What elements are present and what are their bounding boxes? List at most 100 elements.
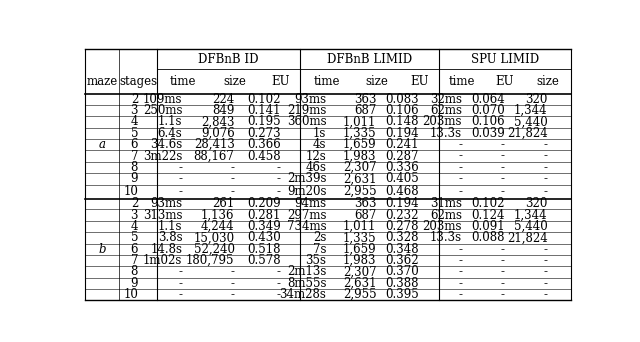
Text: 8m55s: 8m55s <box>287 277 326 290</box>
Text: size: size <box>365 76 388 89</box>
Text: 3.8s: 3.8s <box>158 231 182 244</box>
Text: 1,659: 1,659 <box>343 243 376 256</box>
Text: 2s: 2s <box>313 231 326 244</box>
Text: -: - <box>276 277 280 290</box>
Text: 297ms: 297ms <box>287 209 326 222</box>
Text: -: - <box>501 277 505 290</box>
Text: 0.083: 0.083 <box>385 93 419 106</box>
Text: 180,795: 180,795 <box>186 254 235 267</box>
Text: 0.430: 0.430 <box>247 231 280 244</box>
Text: 0.518: 0.518 <box>247 243 280 256</box>
Text: 8: 8 <box>131 265 138 278</box>
Text: 28,413: 28,413 <box>194 138 235 151</box>
Text: 2,955: 2,955 <box>343 185 376 198</box>
Text: -: - <box>543 288 548 301</box>
Text: 0.102: 0.102 <box>471 197 505 210</box>
Text: 6: 6 <box>131 138 138 151</box>
Text: 203ms: 203ms <box>422 115 462 128</box>
Text: 6: 6 <box>131 243 138 256</box>
Text: 320: 320 <box>525 93 548 106</box>
Text: 9: 9 <box>131 172 138 185</box>
Text: 1,011: 1,011 <box>343 220 376 233</box>
Text: time: time <box>449 76 476 89</box>
Text: 0.141: 0.141 <box>247 104 280 117</box>
Text: -: - <box>543 161 548 174</box>
Text: -: - <box>276 265 280 278</box>
Text: 687: 687 <box>354 209 376 222</box>
Text: 687: 687 <box>354 104 376 117</box>
Text: 0.070: 0.070 <box>471 104 505 117</box>
Text: 13.3s: 13.3s <box>430 127 462 140</box>
Text: DFBnB ID: DFBnB ID <box>198 53 259 66</box>
Text: 0.349: 0.349 <box>247 220 280 233</box>
Text: 0.106: 0.106 <box>471 115 505 128</box>
Text: 9m20s: 9m20s <box>287 185 326 198</box>
Text: 10: 10 <box>123 288 138 301</box>
Text: 31ms: 31ms <box>430 197 462 210</box>
Text: 62ms: 62ms <box>430 104 462 117</box>
Text: 0.336: 0.336 <box>385 161 419 174</box>
Text: a: a <box>99 138 106 151</box>
Text: -: - <box>458 254 462 267</box>
Text: 0.366: 0.366 <box>247 138 280 151</box>
Text: 4: 4 <box>131 220 138 233</box>
Text: 46s: 46s <box>305 161 326 174</box>
Text: -: - <box>501 172 505 185</box>
Text: -: - <box>458 149 462 162</box>
Text: -: - <box>179 161 182 174</box>
Text: -: - <box>230 185 235 198</box>
Text: 9,076: 9,076 <box>201 127 235 140</box>
Text: -: - <box>458 138 462 151</box>
Text: 32ms: 32ms <box>430 93 462 106</box>
Text: 1,335: 1,335 <box>343 231 376 244</box>
Text: 1,983: 1,983 <box>343 254 376 267</box>
Text: -: - <box>276 172 280 185</box>
Text: 0.148: 0.148 <box>386 115 419 128</box>
Text: maze: maze <box>86 76 118 89</box>
Text: 88,167: 88,167 <box>194 149 235 162</box>
Text: 21,824: 21,824 <box>507 127 548 140</box>
Text: 0.088: 0.088 <box>471 231 505 244</box>
Text: 2,955: 2,955 <box>343 288 376 301</box>
Text: 250ms: 250ms <box>143 104 182 117</box>
Text: EU: EU <box>410 76 428 89</box>
Text: -: - <box>179 172 182 185</box>
Text: 360ms: 360ms <box>287 115 326 128</box>
Text: -: - <box>543 254 548 267</box>
Text: 2,307: 2,307 <box>343 161 376 174</box>
Text: 9: 9 <box>131 277 138 290</box>
Text: 0.039: 0.039 <box>471 127 505 140</box>
Text: EU: EU <box>271 76 290 89</box>
Text: 1.1s: 1.1s <box>158 220 182 233</box>
Text: 0.328: 0.328 <box>386 231 419 244</box>
Text: 1,136: 1,136 <box>201 209 235 222</box>
Text: 4,244: 4,244 <box>201 220 235 233</box>
Text: 15,030: 15,030 <box>193 231 235 244</box>
Text: 0.106: 0.106 <box>385 104 419 117</box>
Text: 7: 7 <box>131 254 138 267</box>
Text: 12s: 12s <box>306 149 326 162</box>
Text: 0.362: 0.362 <box>385 254 419 267</box>
Text: 3: 3 <box>131 104 138 117</box>
Text: 0.232: 0.232 <box>386 209 419 222</box>
Text: 13.3s: 13.3s <box>430 231 462 244</box>
Text: 6.4s: 6.4s <box>157 127 182 140</box>
Text: 5,440: 5,440 <box>514 115 548 128</box>
Text: 1,335: 1,335 <box>343 127 376 140</box>
Text: -: - <box>501 243 505 256</box>
Text: 52,240: 52,240 <box>193 243 235 256</box>
Text: 3m22s: 3m22s <box>143 149 182 162</box>
Text: 0.370: 0.370 <box>385 265 419 278</box>
Text: time: time <box>313 76 340 89</box>
Text: -: - <box>543 149 548 162</box>
Text: -: - <box>179 185 182 198</box>
Text: 14.8s: 14.8s <box>150 243 182 256</box>
Text: 0.241: 0.241 <box>386 138 419 151</box>
Text: 219ms: 219ms <box>287 104 326 117</box>
Text: 4: 4 <box>131 115 138 128</box>
Text: 2: 2 <box>131 197 138 210</box>
Text: 2,307: 2,307 <box>343 265 376 278</box>
Text: 93ms: 93ms <box>294 93 326 106</box>
Text: -: - <box>501 288 505 301</box>
Text: 0.578: 0.578 <box>247 254 280 267</box>
